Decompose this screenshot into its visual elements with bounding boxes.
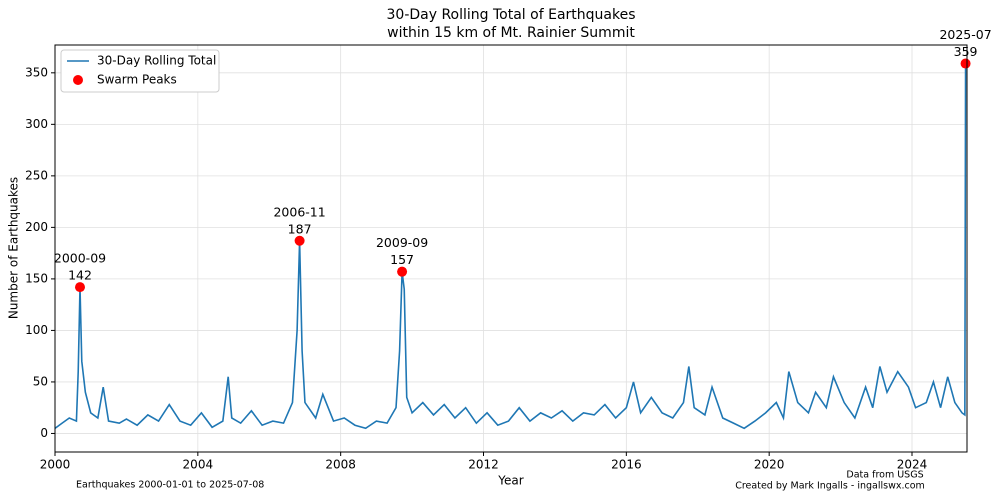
peak-value-label: 157 (390, 252, 414, 267)
footer-right: Data from USGS (846, 470, 923, 481)
y-tick-label: 300 (25, 117, 48, 131)
peak-value-label: 359 (954, 44, 978, 59)
x-tick-label: 2016 (611, 458, 642, 472)
chart-subtitle: within 15 km of Mt. Rainier Summit (387, 25, 635, 41)
x-tick-label: 2024 (897, 458, 928, 472)
y-tick-label: 0 (40, 426, 48, 440)
legend-swatch (73, 75, 83, 85)
peak-marker (397, 266, 408, 277)
x-tick-label: 2012 (468, 458, 499, 472)
y-tick-label: 200 (25, 220, 48, 234)
peak-date-label: 2000-09 (54, 251, 106, 266)
y-tick-label: 50 (33, 374, 48, 388)
x-tick-label: 2000 (40, 458, 71, 472)
y-axis-label: Number of Earthquakes (7, 177, 21, 319)
legend-label: 30-Day Rolling Total (97, 54, 216, 68)
peak-value-label: 142 (68, 268, 92, 283)
footer-left: Earthquakes 2000-01-01 to 2025-07-08 (76, 480, 264, 491)
peak-date-label: 2025-07 (939, 27, 991, 42)
legend-label: Swarm Peaks (97, 73, 177, 87)
y-tick-label: 250 (25, 168, 48, 182)
peak-date-label: 2009-09 (376, 235, 428, 250)
peak-value-label: 187 (288, 221, 312, 236)
data-line (55, 63, 967, 430)
plot-frame (54, 44, 968, 453)
peak-marker (960, 58, 971, 69)
chart-title: 30-Day Rolling Total of Earthquakes (387, 7, 636, 23)
footer-right: Created by Mark Ingalls - ingallswx.com (735, 481, 925, 492)
x-axis-label: Year (497, 474, 523, 488)
x-tick-label: 2004 (183, 458, 214, 472)
peak-marker (294, 235, 305, 246)
x-tick-label: 2020 (754, 458, 785, 472)
x-tick-label: 2008 (325, 458, 356, 472)
peak-date-label: 2006-11 (273, 204, 325, 219)
y-tick-label: 100 (25, 323, 48, 337)
y-tick-label: 150 (25, 271, 48, 285)
peak-marker (74, 282, 85, 293)
y-tick-label: 350 (25, 65, 48, 79)
legend-box (60, 49, 220, 93)
